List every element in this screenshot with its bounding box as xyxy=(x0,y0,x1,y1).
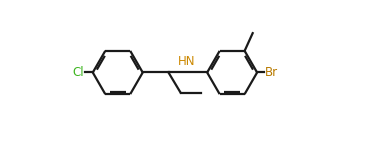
Text: Br: Br xyxy=(265,66,278,79)
Text: HN: HN xyxy=(178,56,195,68)
Text: Cl: Cl xyxy=(72,66,84,79)
